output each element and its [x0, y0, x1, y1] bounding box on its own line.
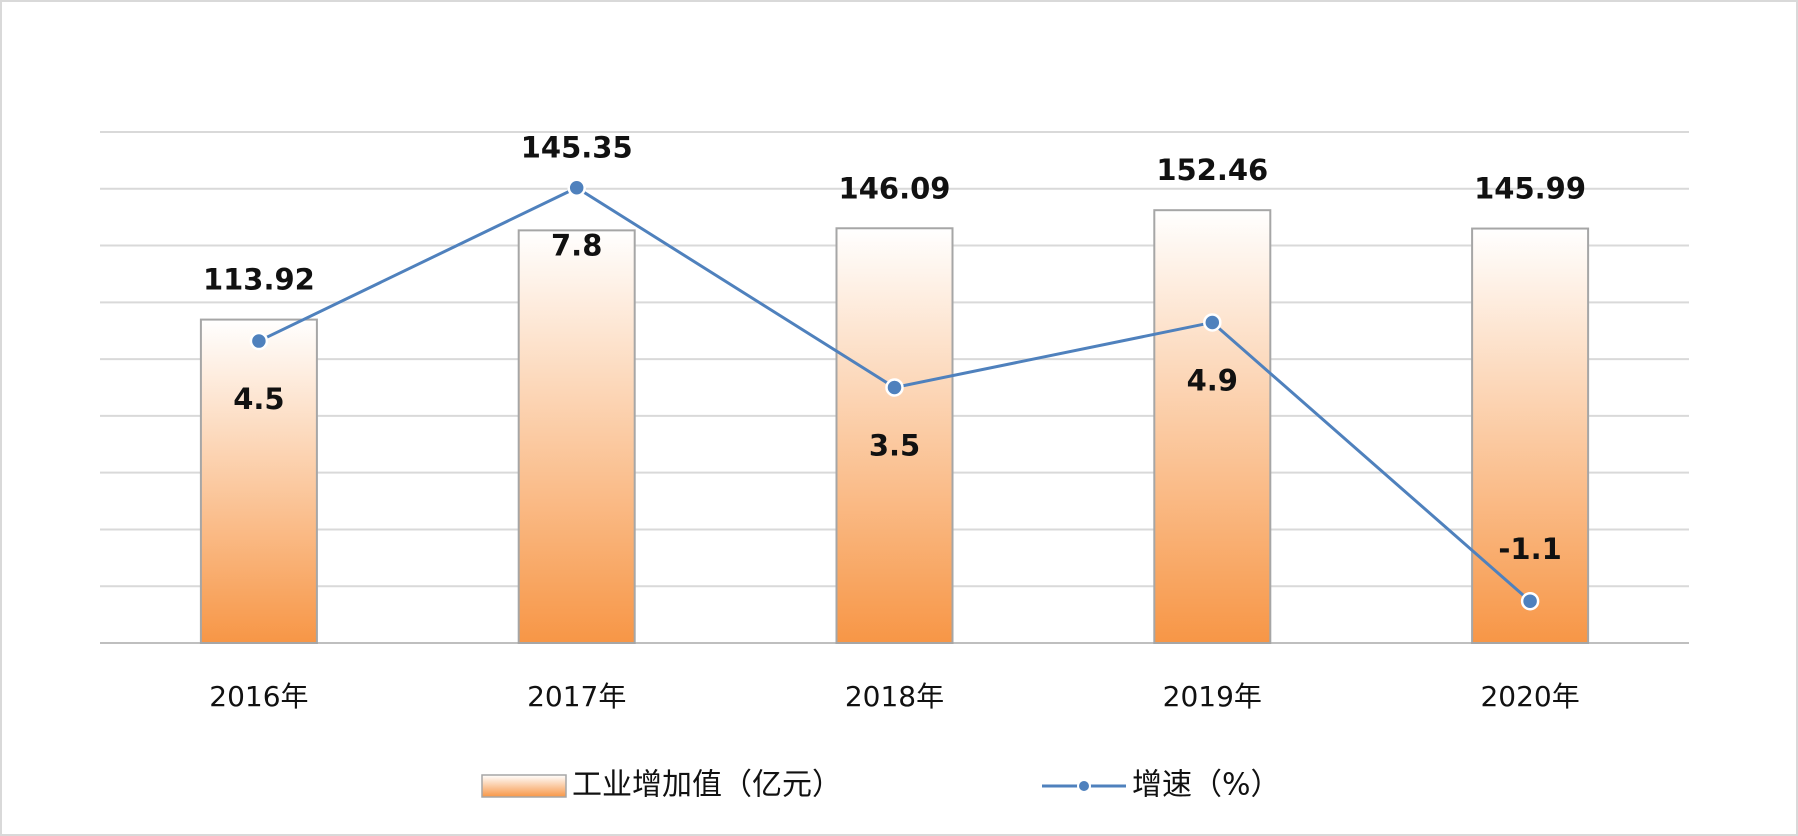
- bar-value-label: 146.09: [839, 171, 951, 205]
- legend-label: 工业增加值（亿元）: [572, 768, 842, 803]
- bar: [199, 318, 318, 644]
- line-value-label: -1.1: [1498, 532, 1561, 566]
- x-tick-label: 2018年: [845, 680, 944, 713]
- line-value-label: 4.5: [233, 382, 284, 416]
- x-tick-label: 2020年: [1480, 680, 1579, 713]
- line-marker: [249, 331, 269, 351]
- bar: [517, 229, 636, 644]
- line-value-label: 7.8: [551, 229, 602, 263]
- line-marker: [885, 378, 904, 397]
- x-tick-label: 2019年: [1163, 680, 1262, 713]
- bar-value-label: 145.35: [521, 131, 633, 165]
- line-marker: [1203, 313, 1222, 332]
- x-tick-label: 2016年: [209, 680, 308, 713]
- line-marker: [1520, 591, 1540, 611]
- line-marker: [567, 178, 586, 197]
- bar-value-label: 152.46: [1156, 153, 1268, 187]
- legend-marker: [1077, 779, 1091, 793]
- bar-value-label: 113.92: [203, 263, 315, 297]
- legend-swatch: [481, 774, 567, 798]
- bar: [835, 227, 954, 644]
- bar: [1153, 209, 1272, 644]
- x-tick-label: 2017年: [527, 680, 626, 713]
- legend-label: 增速（%）: [1132, 768, 1281, 803]
- line-value-label: 3.5: [869, 429, 920, 463]
- bar: [1471, 227, 1590, 645]
- bar-value-label: 145.99: [1474, 172, 1586, 206]
- line-value-label: 4.9: [1187, 363, 1238, 397]
